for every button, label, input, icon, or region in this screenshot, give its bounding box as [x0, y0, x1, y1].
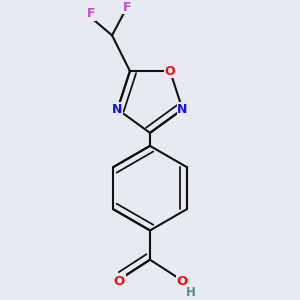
Text: N: N — [112, 103, 123, 116]
Text: F: F — [122, 1, 131, 13]
Text: N: N — [177, 103, 188, 116]
Text: O: O — [165, 64, 176, 78]
Text: O: O — [177, 275, 188, 288]
Text: O: O — [113, 275, 125, 288]
Text: H: H — [186, 286, 196, 299]
Text: F: F — [87, 7, 95, 20]
